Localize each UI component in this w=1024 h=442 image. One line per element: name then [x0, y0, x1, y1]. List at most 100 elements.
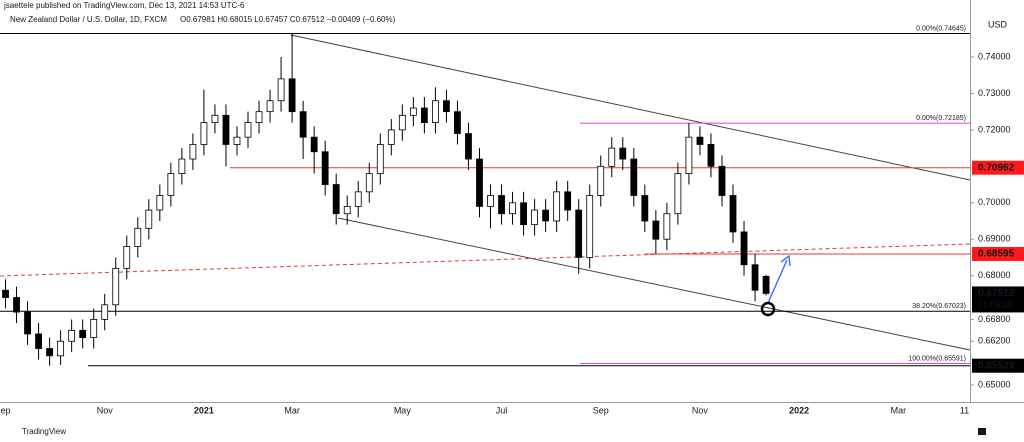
candle-body	[167, 173, 175, 196]
logo	[978, 428, 986, 435]
level-label: 0.00%(0.72185)	[916, 115, 966, 122]
candle-body	[145, 209, 153, 229]
candle-body	[266, 100, 274, 113]
level-label: 38.20%(0.67023)	[912, 303, 966, 310]
candle-body	[68, 329, 76, 342]
y-tick-label: 0.66200	[978, 336, 1011, 346]
candle-body	[24, 311, 31, 335]
candle-body	[332, 184, 340, 215]
currency: USD	[988, 19, 1008, 29]
candle-body	[277, 78, 285, 102]
candle-body	[663, 213, 671, 240]
price-tag-label: 0.65529	[978, 360, 1015, 371]
candle-body	[134, 227, 142, 247]
candle-body	[575, 209, 583, 258]
candle-body	[696, 136, 704, 145]
y-tick-label: 0.65000	[978, 379, 1011, 389]
candle-body	[354, 191, 362, 207]
candle-body	[387, 129, 395, 145]
candle-body	[729, 195, 737, 233]
candle-body	[597, 165, 605, 196]
candle-body	[619, 147, 627, 160]
candle-body	[189, 144, 197, 160]
candle-body	[376, 144, 384, 175]
candle-body	[288, 78, 296, 113]
y-tick-label: 0.70000	[978, 197, 1011, 207]
symbol: New Zealand Dollar / U.S. Dollar, 1D, FX…	[10, 15, 167, 24]
candle-body	[685, 136, 693, 175]
ohlc: O0.67981 H0.68015 L0.67457 C0.67512 −0.0…	[180, 15, 396, 24]
candle-body	[365, 173, 373, 193]
price-tag-label: 0.68595	[978, 249, 1015, 260]
price-tag	[972, 246, 1024, 261]
candle-body	[310, 136, 318, 153]
candle-body	[465, 133, 472, 160]
candle-body	[586, 195, 594, 258]
candle-body	[46, 348, 54, 357]
candle-body	[652, 220, 660, 240]
x-tick-label: Nov	[692, 405, 709, 415]
candle-body	[35, 333, 42, 349]
candle-body	[420, 107, 428, 123]
candle-body	[431, 100, 439, 123]
price-tag	[972, 286, 1024, 313]
x-tick-label: 2022	[789, 405, 809, 415]
level-label: 0.00%(0.74645)	[916, 25, 966, 32]
price-tag	[972, 160, 1024, 175]
candle-body	[200, 122, 208, 145]
x-tick-label: Nov	[97, 405, 114, 415]
published-note: jsaettele published on TradingView.com, …	[3, 1, 245, 10]
channel-lower	[337, 217, 971, 351]
x-tick-label: Sep	[593, 405, 609, 415]
candle-body	[398, 114, 406, 131]
candle-body	[674, 173, 682, 215]
candle-body	[343, 206, 351, 215]
candle-body	[244, 122, 252, 138]
y-tick-label: 0.66800	[978, 314, 1011, 324]
x-tick-label: 2021	[194, 405, 214, 415]
brand: TradingView	[22, 427, 66, 436]
x-tick-label: 11	[960, 405, 969, 415]
candle-body	[641, 195, 649, 222]
candle-body	[156, 195, 164, 211]
price-tag-label: 0.67512	[978, 288, 1015, 299]
candle-body	[13, 297, 20, 313]
y-tick-label: 0.73000	[978, 88, 1011, 98]
projection-arrow	[767, 259, 788, 304]
candle-body	[443, 100, 450, 113]
price-tag-label: 0.70962	[978, 162, 1015, 173]
candle-body	[57, 340, 65, 357]
y-tick-label: 0.69000	[978, 234, 1011, 244]
candle-body	[553, 191, 561, 222]
arrow-head	[780, 254, 791, 267]
dashed-trendline	[0, 243, 971, 277]
candle-body	[718, 165, 726, 196]
countdown: 01:06:20	[978, 300, 1013, 310]
candle-body	[90, 318, 98, 339]
candle-body	[564, 191, 572, 211]
y-tick-label: 0.74000	[978, 51, 1011, 61]
candle-body	[762, 275, 770, 294]
x-tick-label: May	[394, 405, 412, 415]
candle-body	[751, 264, 759, 291]
candle-body	[101, 304, 109, 320]
candle-body	[112, 267, 120, 306]
candle-body	[2, 289, 9, 298]
x-tick-label: Jul	[496, 405, 508, 415]
candle-body	[233, 136, 241, 145]
candle-body	[740, 231, 748, 266]
candle-body	[520, 202, 527, 226]
candle-body	[178, 158, 186, 175]
price-tag	[972, 358, 1024, 373]
candle-body	[321, 151, 329, 185]
candle-body	[409, 107, 417, 116]
candle-body	[487, 195, 494, 207]
x-tick-label: ep	[1, 405, 11, 415]
candle-body	[531, 209, 539, 226]
x-tick-label: Mar	[891, 405, 907, 415]
candle-body	[123, 246, 131, 269]
candle-body	[498, 195, 505, 215]
candle-body	[222, 114, 230, 145]
